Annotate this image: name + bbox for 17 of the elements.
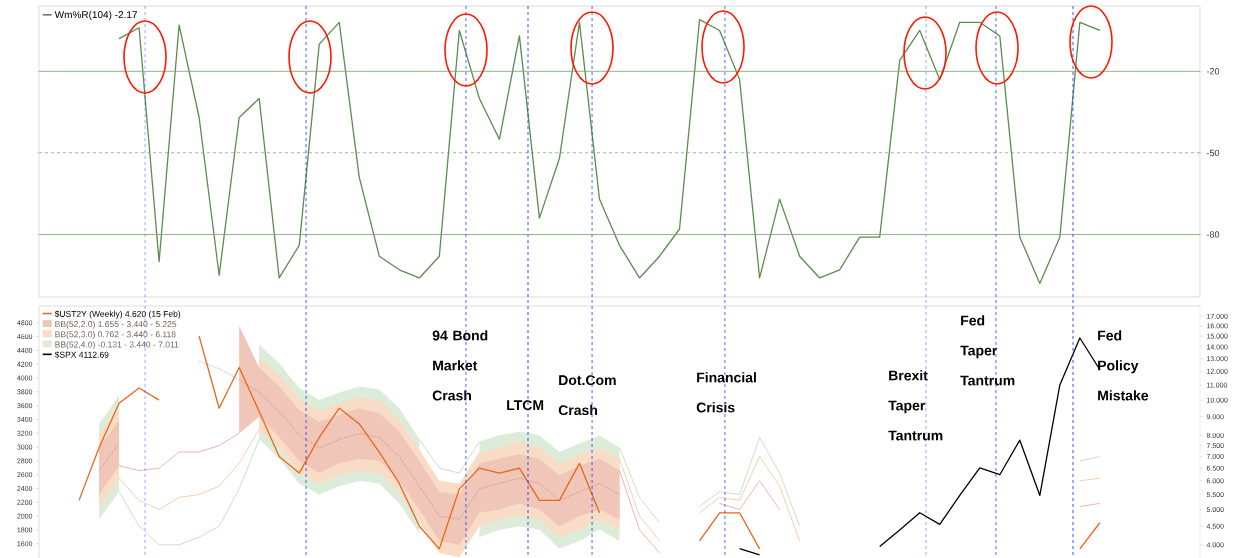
text: Dot.Com Crash — [558, 375, 616, 416]
legend-label: Wm%R(104) -2.17 — [54, 10, 137, 21]
y-tick-label: -80 — [1206, 231, 1220, 238]
legend-label: BB(52,2.0) 1.655 - 3.440 - 5.225 — [55, 320, 177, 329]
legend-label: $SPX 4112.69 — [54, 351, 109, 359]
legend-label: BB(52,4.0) -0.131 - 3.440 - 7.011 — [55, 341, 179, 350]
line-series — [118, 18, 1101, 285]
y-tick-label: -20 — [1206, 68, 1220, 75]
text: Financial Crisis — [696, 372, 756, 413]
text: Fed Policy Mistake — [1098, 330, 1149, 401]
text: Brexit Taper Tantrum — [888, 370, 943, 441]
y-tick-label: -50 — [1206, 149, 1220, 157]
legend-label: BB(52,3.0) 0.762 - 3.440 - 6.118 — [55, 331, 176, 339]
text: 94 Bond Market Crash — [432, 330, 488, 401]
annotation: LTCM — [507, 400, 544, 411]
text: Fed Taper Tantrum — [960, 315, 1015, 386]
legend-label: $UST2Y (Weekly) 4.620 (15 Feb) — [54, 310, 181, 319]
